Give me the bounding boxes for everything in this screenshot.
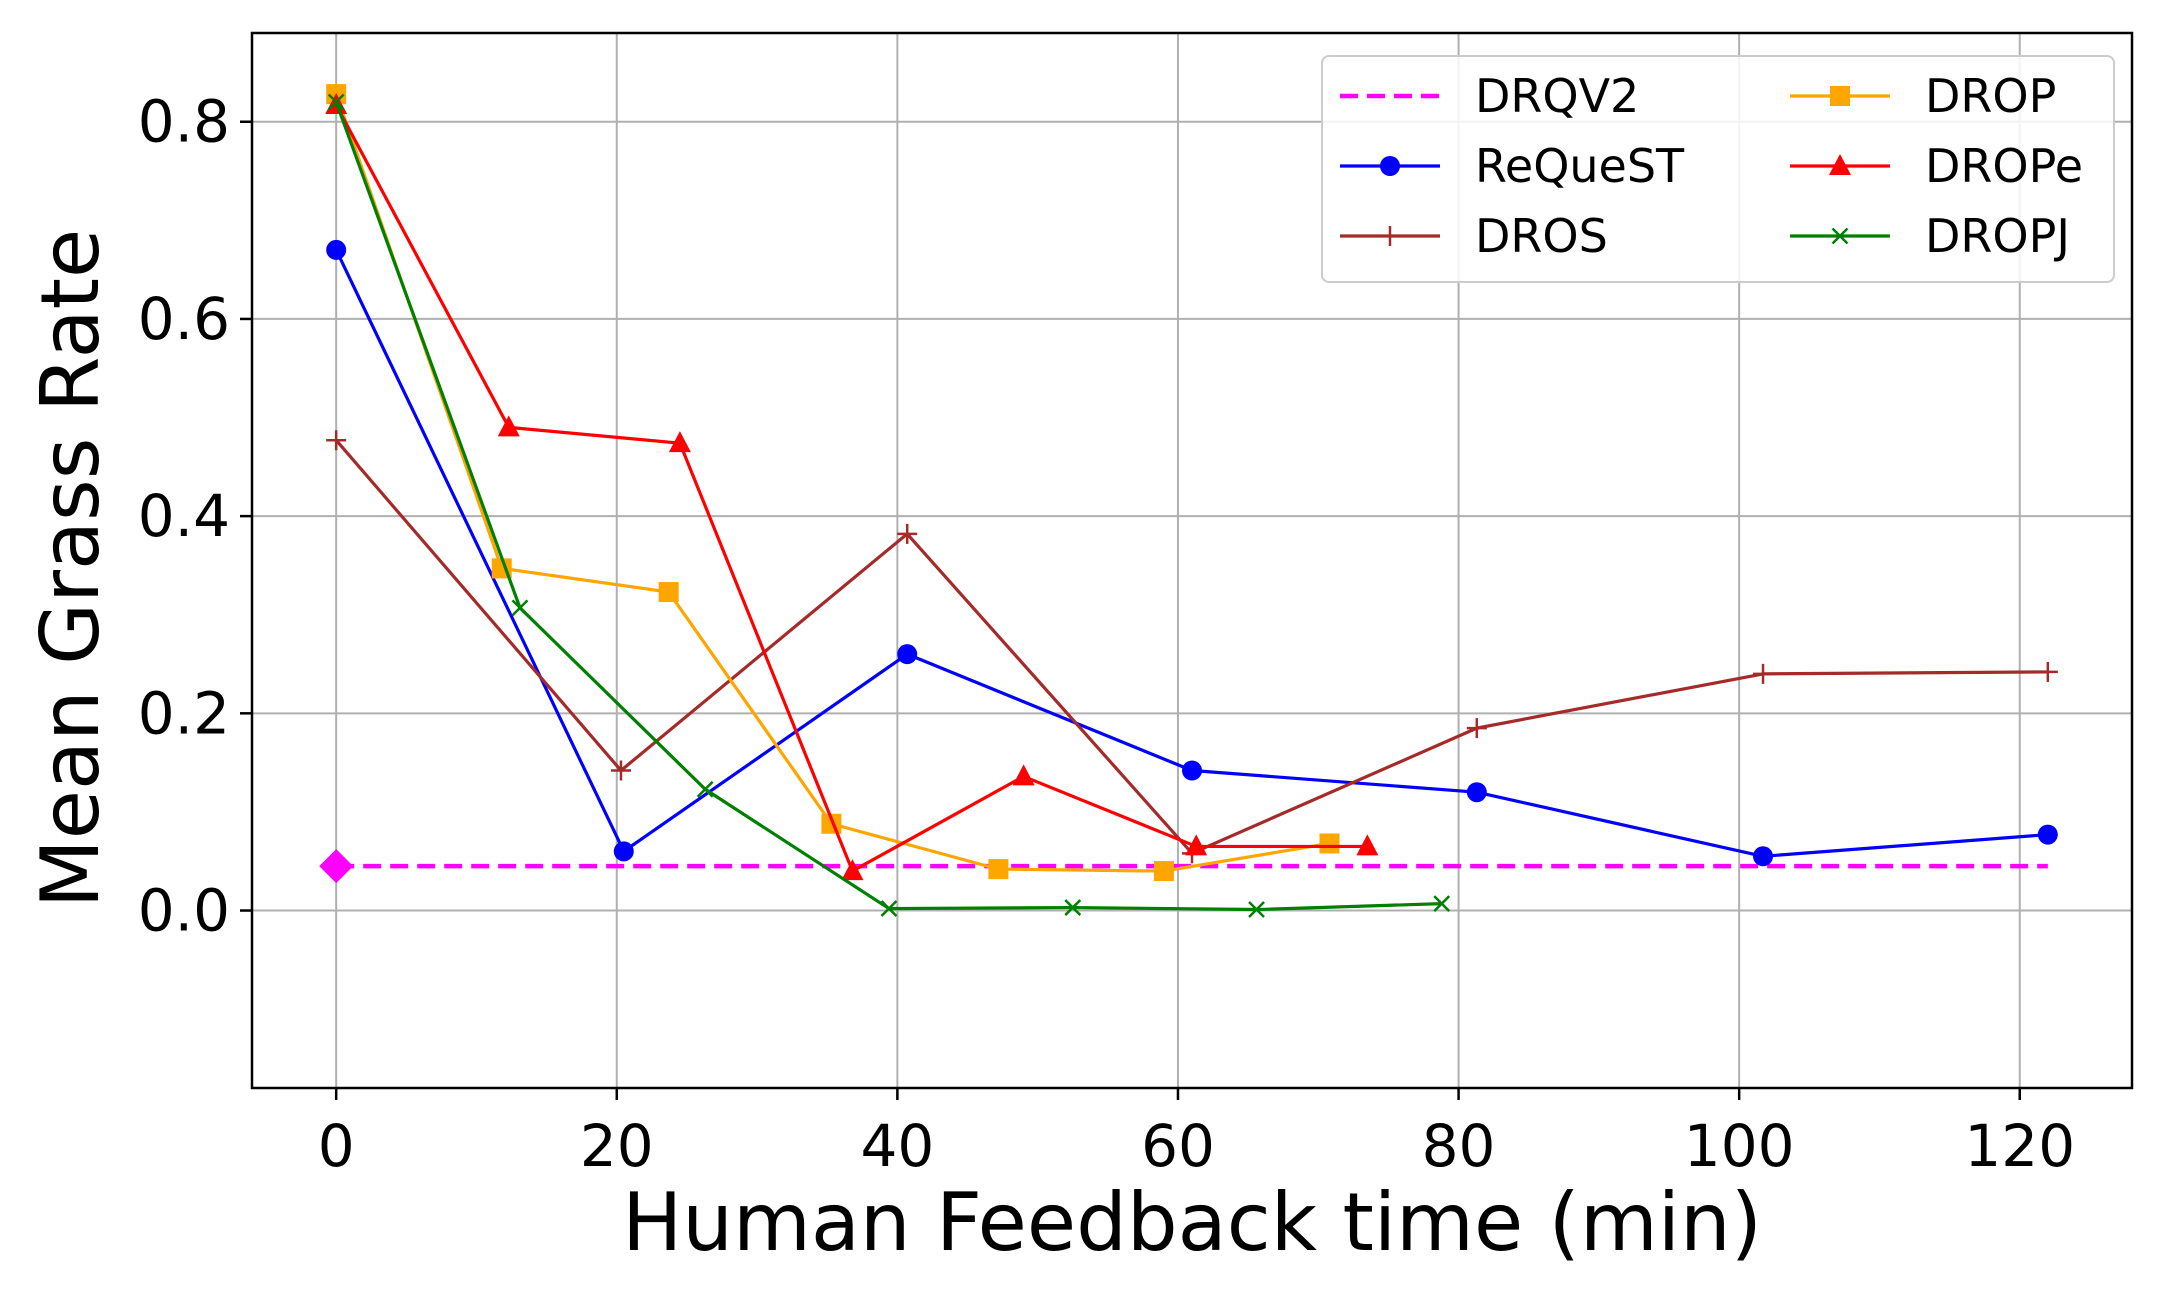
data-point-square xyxy=(1153,861,1174,882)
data-point-x xyxy=(1831,227,1849,245)
legend-item-dros: DROS xyxy=(1340,209,1608,263)
legend-item-drop: DROP xyxy=(1790,69,2056,123)
y-tick-label: 0.4 xyxy=(138,482,230,550)
x-stroke-b xyxy=(511,599,529,617)
data-point-circle xyxy=(1466,782,1487,803)
data-point-plus xyxy=(1380,226,1400,246)
legend-label-drop: DROP xyxy=(1925,69,2056,123)
data-point-x xyxy=(511,599,529,617)
data-point-circle xyxy=(326,239,347,260)
data-point-triangle xyxy=(1185,834,1208,856)
data-point-triangle xyxy=(1829,154,1851,175)
x-stroke-b xyxy=(1433,895,1451,913)
data-point-plus xyxy=(326,430,347,451)
data-point-circle xyxy=(2037,824,2058,845)
legend: DRQV2 ReQueST DROS DROP DROPe DROPJ xyxy=(1321,55,2115,283)
x-tick-label: 40 xyxy=(860,1112,934,1180)
data-point-circle xyxy=(1753,846,1774,867)
data-point-triangle xyxy=(841,859,864,881)
plot-frame xyxy=(250,31,2134,1090)
data-point-x xyxy=(696,780,714,798)
legend-item-drqv2: DRQV2 xyxy=(1340,69,1639,123)
series-line-drop xyxy=(334,93,1330,873)
series-line-dros xyxy=(334,439,2048,855)
y-tick-label: 0.8 xyxy=(138,88,230,156)
series-line-dropj xyxy=(334,101,1442,912)
data-point-triangle xyxy=(497,415,520,437)
x-stroke-b xyxy=(696,780,714,798)
legend-label-dropj: DROPJ xyxy=(1925,209,2070,263)
y-axis-title: Mean Grass Rate xyxy=(24,229,117,909)
legend-label-dros: DROS xyxy=(1475,209,1608,263)
data-point-square xyxy=(1830,86,1850,106)
x-tick-label: 100 xyxy=(1684,1112,1795,1180)
x-stroke-b xyxy=(1831,227,1849,245)
legend-label-drope: DROPe xyxy=(1925,139,2083,193)
series-drop xyxy=(326,84,1340,882)
series-line-drope xyxy=(334,104,1368,873)
data-point-x xyxy=(1064,899,1082,916)
data-point-circle xyxy=(1380,156,1400,176)
data-point-plus xyxy=(897,523,918,544)
x-stroke-b xyxy=(327,93,345,111)
series-layer xyxy=(319,84,2058,918)
data-point-plus xyxy=(1753,663,1774,684)
data-point-x xyxy=(880,900,898,917)
data-point-x xyxy=(1248,901,1265,918)
y-tick-label: 0.0 xyxy=(138,877,230,945)
y-tick-label: 0.6 xyxy=(138,285,230,353)
series-dropj xyxy=(327,93,1451,918)
x-tick-label: 120 xyxy=(1964,1112,2075,1180)
legend-item-request: ReQueST xyxy=(1340,139,1685,193)
data-point-circle xyxy=(1182,760,1202,781)
x-tick-label: 0 xyxy=(318,1112,355,1180)
x-stroke-b xyxy=(880,900,898,917)
data-point-plus xyxy=(1466,718,1487,739)
data-point-square xyxy=(988,859,1009,880)
data-point-triangle xyxy=(668,431,691,453)
series-drope xyxy=(325,92,1379,881)
x-axis-title: Human Feedback time (min) xyxy=(622,1176,1762,1269)
data-point-triangle xyxy=(1012,764,1035,786)
x-stroke-b xyxy=(1064,899,1082,916)
series-dros xyxy=(326,430,2058,864)
legend-item-drope: DROPe xyxy=(1790,139,2083,193)
data-point-square xyxy=(658,582,679,603)
x-stroke-b xyxy=(1248,901,1265,918)
data-point-diamond xyxy=(319,849,354,884)
data-point-triangle xyxy=(1356,834,1379,856)
x-tick-label: 20 xyxy=(580,1112,654,1180)
data-point-square xyxy=(1319,833,1340,854)
data-point-x xyxy=(1433,895,1451,913)
series-request xyxy=(326,239,2058,867)
data-point-x xyxy=(327,93,345,111)
data-point-circle xyxy=(897,644,918,665)
x-tick-label: 80 xyxy=(1422,1112,1496,1180)
data-point-circle xyxy=(613,841,634,862)
legend-label-drqv2: DRQV2 xyxy=(1475,69,1639,123)
data-point-plus xyxy=(610,760,631,781)
x-tick-label: 60 xyxy=(1141,1112,1215,1180)
axis-ticks: 0 20 40 60 80 100 120 0.0 0.2 0.4 0.6 0.8 xyxy=(138,88,2075,1180)
legend-box xyxy=(1321,55,2115,283)
series-drqv2 xyxy=(319,849,2048,884)
data-point-plus xyxy=(2037,661,2058,682)
y-tick-label: 0.2 xyxy=(138,679,230,747)
legend-item-dropj: DROPJ xyxy=(1790,209,2070,263)
legend-label-request: ReQueST xyxy=(1475,139,1685,193)
